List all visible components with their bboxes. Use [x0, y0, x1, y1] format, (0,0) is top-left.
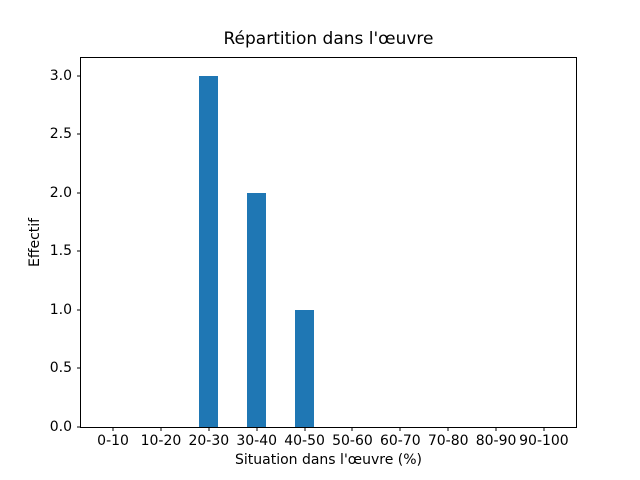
y-tick-label: 0.0	[49, 419, 72, 435]
y-tick-label: 1.5	[49, 243, 72, 260]
bar-20-30	[199, 75, 219, 427]
x-tick	[208, 427, 210, 431]
y-tick	[77, 426, 81, 428]
x-tick-label: 90-100	[519, 433, 569, 449]
x-tick	[160, 427, 162, 431]
x-tick-label: 60-70	[379, 433, 421, 449]
x-tick-label: 50-60	[332, 433, 373, 449]
x-tick	[256, 427, 258, 431]
y-tick	[77, 367, 81, 369]
y-tick	[77, 192, 81, 194]
x-tick-label: 30-40	[236, 433, 278, 449]
x-tick	[447, 427, 449, 431]
x-tick	[351, 427, 353, 431]
x-tick	[495, 427, 497, 431]
y-tick-label: 1.0	[49, 301, 72, 318]
x-tick-label: 0-10	[97, 433, 129, 449]
x-tick	[543, 427, 545, 431]
x-tick-label: 10-20	[140, 433, 182, 449]
x-axis-label: Situation dans l'œuvre (%)	[234, 452, 423, 468]
y-tick-label: 3.0	[49, 67, 72, 84]
chart-title: Répartition dans l'œuvre	[223, 29, 434, 49]
y-axis-label: Effectif	[27, 217, 43, 268]
x-tick-label: 40-50	[284, 433, 325, 449]
y-tick	[77, 75, 81, 77]
x-tick-label: 80-90	[475, 433, 517, 449]
plot-area: 0-10 10-20 20-30 30-40 40-50 50-60 60-70 70-80 8…	[50, 57, 577, 449]
x-tick	[304, 427, 306, 431]
y-tick	[77, 133, 81, 135]
x-tick	[399, 427, 401, 431]
y-tick-label: 2.5	[49, 126, 72, 143]
bar-40-50	[294, 309, 315, 427]
x-tick-label: 70-80	[427, 433, 469, 449]
bar-30-40	[247, 192, 267, 427]
y-tick-label: 2.0	[49, 184, 72, 201]
y-tick-label: 0.5	[49, 360, 72, 377]
x-tick	[112, 427, 114, 431]
x-tick-label: 20-30	[188, 433, 230, 449]
y-tick	[77, 250, 81, 252]
y-tick	[77, 309, 81, 311]
